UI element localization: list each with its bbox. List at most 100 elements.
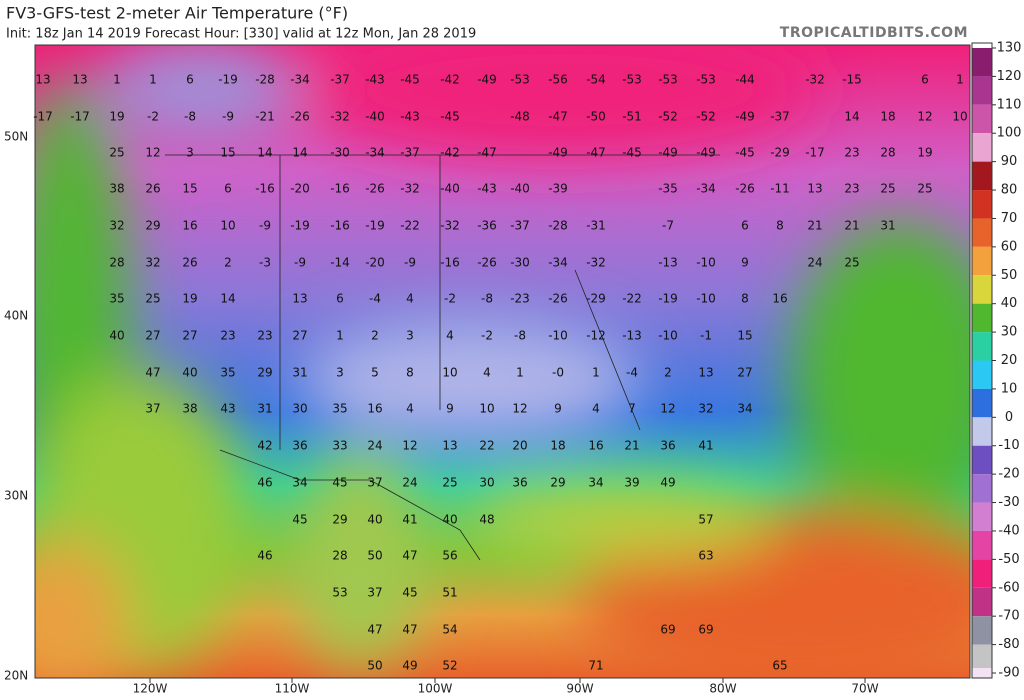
temp-label: 42 bbox=[257, 439, 272, 453]
temp-label: 34 bbox=[737, 402, 752, 416]
temp-label: 47 bbox=[402, 549, 417, 563]
colorbar-segment bbox=[972, 530, 992, 560]
temp-label: 43 bbox=[220, 402, 235, 416]
temp-label: 29 bbox=[332, 513, 347, 527]
temp-label: 9 bbox=[446, 402, 454, 416]
temp-label: -37 bbox=[400, 146, 420, 160]
temp-label: -19 bbox=[290, 219, 310, 233]
colorbar-label: 110 bbox=[997, 97, 1022, 112]
colorbar-label: -70 bbox=[998, 609, 1019, 624]
temp-label: 21 bbox=[624, 439, 639, 453]
temp-label: -22 bbox=[400, 219, 420, 233]
temp-label: 36 bbox=[660, 439, 675, 453]
temp-label: 8 bbox=[776, 219, 784, 233]
temp-label: 14 bbox=[220, 292, 235, 306]
colorbar-label: -50 bbox=[998, 552, 1019, 567]
temp-label: 10 bbox=[442, 366, 457, 380]
temp-label: 23 bbox=[844, 182, 859, 196]
temp-label: 16 bbox=[182, 219, 197, 233]
temp-label: -12 bbox=[586, 329, 606, 343]
temp-label: 12 bbox=[402, 439, 417, 453]
colorbar-label: -90 bbox=[998, 666, 1019, 681]
temp-label: 27 bbox=[182, 329, 197, 343]
colorbar-label: 90 bbox=[1001, 154, 1018, 169]
temp-label: 29 bbox=[257, 366, 272, 380]
temp-label: 13 bbox=[442, 439, 457, 453]
temp-label: 45 bbox=[292, 513, 307, 527]
temp-label: -49 bbox=[735, 110, 755, 124]
temp-label: -22 bbox=[622, 292, 642, 306]
temp-label: 2 bbox=[371, 329, 379, 343]
temp-label: 1 bbox=[592, 366, 600, 380]
temp-label: 69 bbox=[698, 623, 713, 637]
temp-label: -47 bbox=[586, 146, 606, 160]
temp-label: 63 bbox=[698, 549, 713, 563]
temp-label: 10 bbox=[952, 110, 967, 124]
temp-label: 50 bbox=[367, 549, 382, 563]
temp-label: 32 bbox=[109, 219, 124, 233]
map-frame bbox=[34, 44, 971, 679]
temp-label: -10 bbox=[658, 329, 678, 343]
temp-label: 4 bbox=[446, 329, 454, 343]
temp-label: 6 bbox=[921, 73, 929, 87]
temp-label: 56 bbox=[442, 549, 457, 563]
temp-label: 22 bbox=[479, 439, 494, 453]
temp-label: 16 bbox=[588, 439, 603, 453]
colorbar-label: -20 bbox=[998, 467, 1019, 482]
temp-label: 14 bbox=[292, 146, 307, 160]
temp-label: 30 bbox=[479, 476, 494, 490]
temp-label: -32 bbox=[330, 110, 350, 124]
temp-label: 1 bbox=[113, 73, 121, 87]
temp-label: 13 bbox=[698, 366, 713, 380]
colorbar-label: 70 bbox=[1001, 211, 1018, 226]
temp-label: 28 bbox=[109, 256, 124, 270]
temp-label: 18 bbox=[550, 439, 565, 453]
temp-label: 48 bbox=[479, 513, 494, 527]
colorbar-segment bbox=[972, 332, 992, 361]
temp-label: 31 bbox=[257, 402, 272, 416]
temp-label: 40 bbox=[367, 513, 382, 527]
temp-label: 41 bbox=[402, 513, 417, 527]
colorbar-label: 100 bbox=[997, 126, 1022, 141]
temp-label: 6 bbox=[336, 292, 344, 306]
temp-label: 50 bbox=[367, 659, 382, 673]
temp-label: -14 bbox=[330, 256, 350, 270]
temp-label: -32 bbox=[440, 219, 460, 233]
colorbar-segment bbox=[972, 644, 992, 673]
colorbar-label: -30 bbox=[998, 495, 1019, 510]
temp-label: -20 bbox=[365, 256, 385, 270]
colorbar-label: 80 bbox=[1001, 183, 1018, 198]
temp-label: 46 bbox=[257, 549, 272, 563]
temp-label: -29 bbox=[770, 146, 790, 160]
temp-label: -9 bbox=[404, 256, 416, 270]
colorbar-label: -60 bbox=[998, 580, 1019, 595]
temp-label: 4 bbox=[483, 366, 491, 380]
colorbar-label: 60 bbox=[1001, 239, 1018, 254]
temp-label: 1 bbox=[956, 73, 964, 87]
temp-label: 12 bbox=[917, 110, 932, 124]
temp-label: 19 bbox=[182, 292, 197, 306]
temp-label: 24 bbox=[402, 476, 417, 490]
temp-label: -34 bbox=[365, 146, 385, 160]
temp-label: 31 bbox=[292, 366, 307, 380]
temp-label: 15 bbox=[182, 182, 197, 196]
temp-label: -30 bbox=[510, 256, 530, 270]
temp-label: 12 bbox=[512, 402, 527, 416]
temp-label: -26 bbox=[735, 182, 755, 196]
temp-label: 26 bbox=[182, 256, 197, 270]
temp-label: -45 bbox=[622, 146, 642, 160]
temp-label: 1 bbox=[516, 366, 524, 380]
temp-label: 54 bbox=[442, 623, 457, 637]
temp-label: 27 bbox=[737, 366, 752, 380]
temp-label: 23 bbox=[844, 146, 859, 160]
colorbar-segment bbox=[972, 587, 992, 617]
temp-label: 57 bbox=[698, 513, 713, 527]
temp-label: 40 bbox=[182, 366, 197, 380]
temp-label: 15 bbox=[737, 329, 752, 343]
temp-label: 37 bbox=[367, 476, 382, 490]
temp-label: 6 bbox=[741, 219, 749, 233]
temp-label: 47 bbox=[367, 623, 382, 637]
temp-label: -26 bbox=[365, 182, 385, 196]
colorbar-segment bbox=[972, 668, 992, 678]
